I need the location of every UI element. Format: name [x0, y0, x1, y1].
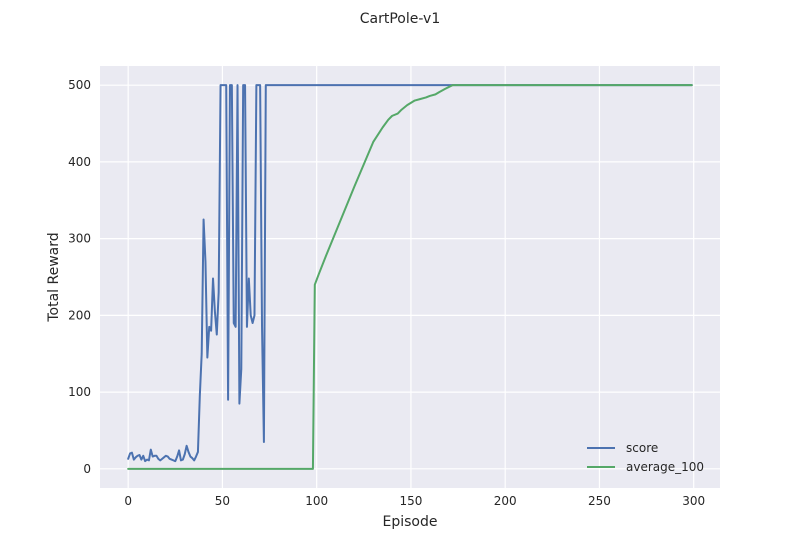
legend: score average_100 — [587, 441, 704, 474]
series-layer — [127, 84, 693, 470]
x-tick-label: 300 — [682, 494, 705, 508]
x-tick-label: 50 — [215, 494, 230, 508]
x-tick-label: 100 — [305, 494, 328, 508]
x-tick-label: 0 — [124, 494, 132, 508]
y-tick-label: 300 — [68, 232, 91, 246]
y-axis-label: Total Reward — [46, 232, 62, 322]
series-line-score — [127, 84, 693, 463]
y-tick-label: 200 — [68, 308, 91, 322]
series-line-average-100 — [127, 84, 693, 470]
y-tick-label: 500 — [68, 78, 91, 92]
y-tick-label: 100 — [68, 385, 91, 399]
legend-label: average_100 — [626, 460, 704, 474]
chart-title: CartPole-v1 — [360, 11, 440, 27]
y-axis: 0 100 200 300 400 500 — [68, 78, 91, 476]
x-tick-label: 150 — [399, 494, 422, 508]
y-tick-label: 400 — [68, 155, 91, 169]
y-tick-label: 0 — [83, 462, 91, 476]
x-tick-label: 250 — [588, 494, 611, 508]
plot-area — [100, 66, 720, 488]
x-axis-label: Episode — [383, 514, 438, 530]
x-tick-label: 200 — [494, 494, 517, 508]
legend-label: score — [626, 441, 658, 455]
x-axis: 0 50 100 150 200 250 300 — [124, 494, 705, 508]
